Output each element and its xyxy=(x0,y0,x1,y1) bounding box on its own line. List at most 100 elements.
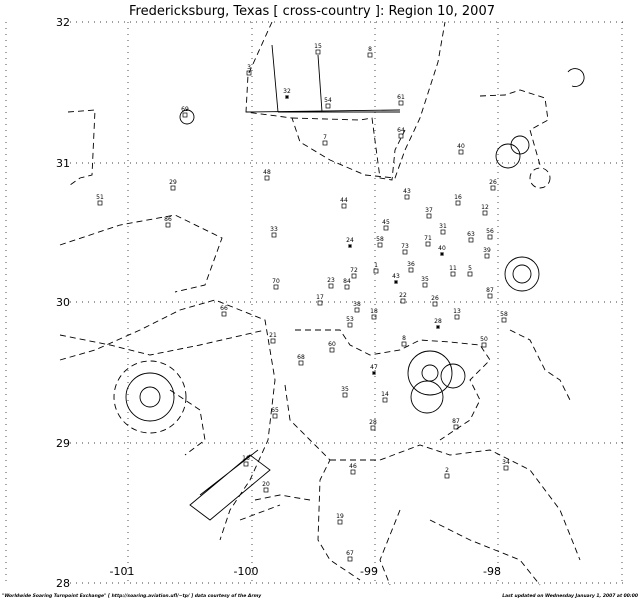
site-marker xyxy=(453,424,459,430)
site-marker xyxy=(425,241,431,247)
site-label: 18 xyxy=(370,308,378,315)
site-label: 36 xyxy=(407,261,415,268)
lon-label: -99 xyxy=(360,565,378,578)
site-label: 87 xyxy=(486,287,494,294)
site-label: 24 xyxy=(346,237,354,244)
site-marker xyxy=(454,314,460,320)
site-label: 47 xyxy=(370,364,378,371)
site-label: 63 xyxy=(467,231,475,238)
site-marker xyxy=(317,300,323,306)
lat-label: 30 xyxy=(56,296,70,309)
site-label: 45 xyxy=(382,219,390,226)
site-label: 68 xyxy=(297,354,305,361)
site-marker xyxy=(263,487,269,493)
site-label: 21 xyxy=(269,332,277,339)
site-label: 33 xyxy=(270,226,278,233)
site-label: 56 xyxy=(486,228,494,235)
site-label: 3 xyxy=(247,64,251,71)
site-marker xyxy=(221,311,227,317)
lon-label: -98 xyxy=(483,565,501,578)
site-marker xyxy=(271,232,277,238)
site-label: 44 xyxy=(340,197,348,204)
site-marker xyxy=(484,253,490,259)
site-label: 23 xyxy=(327,277,335,284)
site-marker xyxy=(350,469,356,475)
site-marker xyxy=(341,203,347,209)
site-label: 28 xyxy=(369,419,377,426)
site-label: 73 xyxy=(401,243,409,250)
site-label: 35 xyxy=(421,276,429,283)
site-star xyxy=(436,325,440,329)
site-marker xyxy=(458,149,464,155)
site-marker xyxy=(398,100,404,106)
site-label: 8 xyxy=(402,335,406,342)
site-label: 26 xyxy=(431,295,439,302)
site-label: 54 xyxy=(324,97,332,104)
site-marker xyxy=(440,229,446,235)
site-label: 11 xyxy=(449,265,457,272)
site-marker xyxy=(432,301,438,307)
site-marker xyxy=(450,271,456,277)
lat-label: 29 xyxy=(56,437,70,450)
site-marker xyxy=(481,342,487,348)
site-label: 13 xyxy=(453,308,461,315)
site-label: 28 xyxy=(434,318,442,325)
site-label: 58 xyxy=(376,236,384,243)
site-label: 53 xyxy=(346,316,354,323)
site-star xyxy=(440,252,444,256)
site-marker xyxy=(422,282,428,288)
site-label: 8 xyxy=(368,46,372,53)
boundaries xyxy=(59,21,581,586)
site-marker xyxy=(487,234,493,240)
site-label: 35 xyxy=(341,386,349,393)
site-label: 61 xyxy=(397,94,405,101)
site-marker xyxy=(468,237,474,243)
site-marker xyxy=(487,293,493,299)
site-marker xyxy=(404,194,410,200)
site-marker xyxy=(344,284,350,290)
site-label: 22 xyxy=(399,292,407,299)
site-marker xyxy=(398,133,404,139)
site-marker xyxy=(329,347,335,353)
footer-right: Last updated on Wednesday January 1, 200… xyxy=(502,593,638,599)
site-marker xyxy=(373,268,379,274)
site-marker xyxy=(367,52,373,58)
lon-label: -100 xyxy=(234,565,259,578)
airspace-circles xyxy=(113,68,585,434)
site-marker xyxy=(354,307,360,313)
site-marker xyxy=(272,413,278,419)
lon-label: -101 xyxy=(110,565,135,578)
site-label: 67 xyxy=(346,550,354,557)
site-label: 69 xyxy=(181,106,189,113)
site-marker xyxy=(97,200,103,206)
site-marker xyxy=(377,242,383,248)
site-marker xyxy=(342,392,348,398)
site-label: 38 xyxy=(353,301,361,308)
site-marker xyxy=(246,70,252,76)
site-label: 46 xyxy=(349,463,357,470)
site-label: 65 xyxy=(271,407,279,414)
site-label: 16 xyxy=(242,455,250,462)
site-label: 39 xyxy=(483,247,491,254)
site-label: 43 xyxy=(392,273,400,280)
site-label: 64 xyxy=(397,127,405,134)
site-label: 40 xyxy=(457,143,465,150)
site-label: 31 xyxy=(439,223,447,230)
site-marker xyxy=(426,213,432,219)
lat-label: 28 xyxy=(56,577,70,590)
site-label: 43 xyxy=(403,188,411,195)
site-marker xyxy=(444,473,450,479)
site-label: 71 xyxy=(424,235,432,242)
site-label: 51 xyxy=(96,194,104,201)
site-marker xyxy=(347,322,353,328)
site-marker xyxy=(273,284,279,290)
site-label: 19 xyxy=(336,513,344,520)
site-marker xyxy=(328,283,334,289)
site-label: 66 xyxy=(220,305,228,312)
site-label: 5 xyxy=(468,265,472,272)
site-star xyxy=(285,95,289,99)
site-marker xyxy=(400,298,406,304)
site-label: 37 xyxy=(425,207,433,214)
site-label: 86 xyxy=(164,216,172,223)
